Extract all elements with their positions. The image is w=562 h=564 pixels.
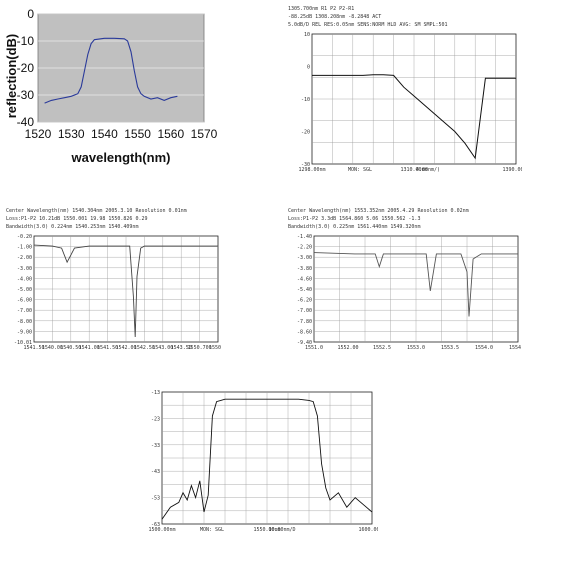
y-tick-label: 0 [307, 65, 310, 71]
chart-transmission-right: Center Wavelength(nm) 1553.352nm 2005.4.… [288, 208, 527, 351]
chart-osa-top-panel: 1305.700nm R1 P2 P2-R1 -88.25dB 1308.208n… [286, 4, 530, 176]
x-tick-label: 1310.00nm [400, 167, 427, 173]
y-tick-label: -3.00 [297, 255, 312, 261]
x-tick-label: 1530 [58, 127, 85, 141]
series-line [161, 398, 373, 520]
y-tick-label: -53 [151, 496, 160, 502]
x-tick-label: 1540 [91, 127, 118, 141]
series-line [312, 74, 516, 160]
x-tick-label: 1550.00nm [253, 527, 280, 533]
y-tick-label: -4.60 [297, 276, 312, 282]
x-tick-label: 1298.00nm [298, 167, 325, 173]
chart-transmission-right-panel: Center Wavelength(nm) 1553.352nm 2005.4.… [286, 206, 527, 354]
y-tick-label: 10 [304, 32, 310, 38]
y-tick-label: -3.00 [17, 266, 32, 272]
y-tick-label: -1.00 [17, 245, 32, 251]
header-line: Center Wavelength(nm) 1540.304nm 2005.3.… [6, 208, 187, 214]
x-tick-label: 1551.0 [305, 345, 323, 351]
x-tick-label: 1520 [25, 127, 52, 141]
chart-osa-bottom-panel: -13 -23 -33 -43 -53 -63 1500.00nm 1550.00nm 1600… [134, 382, 385, 542]
y-tick-label: -8.60 [297, 329, 312, 335]
x-tick-label: 1552.00 [337, 345, 358, 351]
y-tick-label: -6.20 [297, 298, 312, 304]
y-tick-label: -6.00 [17, 298, 32, 304]
x-tick-label: 1541.50 [97, 345, 118, 351]
x-tick-label: 1560 [157, 127, 184, 141]
x-tick-label: 1543.50 [171, 345, 192, 351]
header-line: Bandwidth(3.0) 0.225nm 1561.440nm 1549.3… [288, 224, 420, 230]
y-tick-label: -1.40 [297, 234, 312, 240]
x-tick-label: 1550.700 [188, 345, 212, 351]
y-tick-label: 0 [27, 7, 34, 21]
footer-label: 10.00nm/D [268, 527, 295, 533]
x-tick-label: 1550.9 [209, 345, 222, 351]
header-line: Bandwidth(3.0) 0.224nm 1540.253nm 1540.4… [6, 224, 138, 230]
x-axis-title: wavelength(nm) [71, 150, 171, 165]
chart-transmission-left: Center Wavelength(nm) 1540.304nm 2005.3.… [6, 208, 227, 351]
y-tick-label: -7.00 [297, 308, 312, 314]
x-tick-label: 1540.50 [60, 345, 81, 351]
x-tick-label: 1553.0 [407, 345, 425, 351]
x-tick-label: 1541.00 [79, 345, 100, 351]
y-tick-label: -7.80 [297, 319, 312, 325]
y-tick-label: -9.00 [17, 329, 32, 335]
y-tick-label: -40 [17, 115, 35, 129]
header-line: 5.0dB/D REL RES:0.05nm SENS:NORM HLD AVG… [288, 22, 448, 28]
series-line [44, 37, 178, 104]
x-tick-label: 1554.5 [509, 345, 522, 351]
x-tick-label: 1600.00nm [358, 527, 378, 533]
y-tick-label: -4.00 [17, 276, 32, 282]
header-line: -88.25dB 1308.208nm -8.2848 ACT [288, 14, 381, 20]
y-tick-label: -23 [151, 416, 160, 422]
series-line [313, 252, 518, 317]
y-tick-label: -9.40 [297, 340, 312, 346]
header-line: 1305.700nm R1 P2 P2-R1 [288, 6, 354, 12]
x-tick-label: 1390.00nm [502, 167, 522, 173]
y-tick-label: -2.00 [17, 255, 32, 261]
footer-label: 4.00nm/) [416, 167, 440, 173]
y-tick-label: -7.00 [17, 308, 32, 314]
y-tick-label: -10.01 [14, 340, 32, 346]
x-tick-label: 1552.5 [373, 345, 391, 351]
x-tick-label: 1553.5 [441, 345, 459, 351]
y-tick-label: -10 [17, 34, 35, 48]
x-tick-label: 1542.50 [134, 345, 155, 351]
header-line: Center Wavelength(nm) 1553.352nm 2005.4.… [288, 208, 469, 214]
chart-reflection-panel: 0 -10 -20 -30 -40 1520 1530 1540 1550 1560 1570 wav… [4, 4, 222, 176]
x-tick-label: 1540.00 [42, 345, 63, 351]
chart-transmission-left-panel: Center Wavelength(nm) 1540.304nm 2005.3.… [4, 206, 227, 354]
footer-label: MON: SGL [348, 167, 372, 173]
header-line: Loss:P1-P2 10.21dB 1550.001 19.98 1550.8… [6, 216, 147, 222]
x-tick-label: 1541.50 [23, 345, 44, 351]
y-tick-label: -20 [301, 130, 310, 136]
chart-osa-top: 1305.700nm R1 P2 P2-R1 -88.25dB 1308.208n… [288, 6, 530, 173]
series-line [33, 244, 218, 338]
y-tick-label: -30 [17, 88, 35, 102]
y-tick-label: -30 [301, 162, 310, 168]
y-tick-label: -5.00 [17, 287, 32, 293]
header-line: Loss:P1-P2 3.3dB 1564.860 5.06 1550.562 … [288, 216, 420, 222]
x-tick-label: 1570 [191, 127, 218, 141]
x-tick-label: 1554.0 [475, 345, 493, 351]
y-tick-label: -63 [151, 522, 160, 528]
y-tick-label: -20 [17, 61, 35, 75]
x-tick-label: 1550 [124, 127, 151, 141]
y-tick-label: -10 [301, 97, 310, 103]
y-tick-label: -0.20 [17, 234, 32, 240]
y-tick-label: -3.80 [297, 266, 312, 272]
x-tick-label: 1543.00 [152, 345, 173, 351]
x-tick-label: 1500.00nm [148, 527, 175, 533]
y-axis-title: reflection(dB) [4, 34, 19, 119]
y-tick-label: -5.40 [297, 287, 312, 293]
y-tick-label: -33 [151, 443, 160, 449]
footer-label: MON: SGL [200, 527, 224, 533]
y-tick-label: -8.00 [17, 319, 32, 325]
x-tick-label: 1542.00 [115, 345, 136, 351]
y-tick-label: -13 [151, 390, 160, 396]
y-tick-label: -43 [151, 469, 160, 475]
y-tick-label: -2.20 [297, 245, 312, 251]
